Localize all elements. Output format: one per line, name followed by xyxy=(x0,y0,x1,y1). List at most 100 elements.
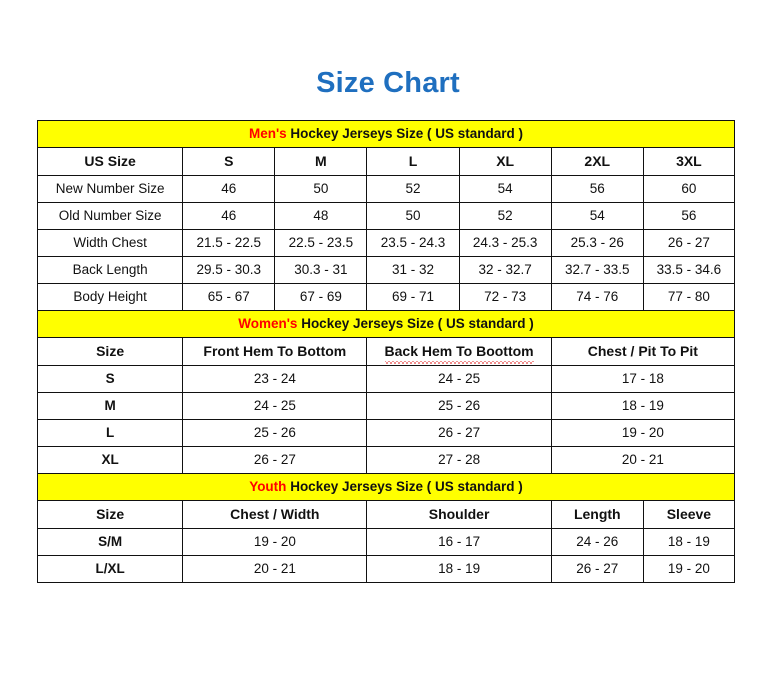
row-label-youth-1: L/XL xyxy=(36,555,184,583)
cell-mens-4-4: 74 - 76 xyxy=(550,283,644,311)
column-header-mens-5: 2XL xyxy=(550,147,644,176)
cell-mens-3-5: 33.5 - 34.6 xyxy=(642,256,736,284)
section-banner-highlight-womens: Women's xyxy=(238,316,298,331)
cell-womens-2-1: 26 - 27 xyxy=(366,419,552,447)
cell-mens-3-2: 31 - 32 xyxy=(366,256,460,284)
cell-youth-0-3: 18 - 19 xyxy=(642,528,736,556)
cell-mens-3-4: 32.7 - 33.5 xyxy=(550,256,644,284)
cell-mens-2-2: 23.5 - 24.3 xyxy=(366,229,460,257)
table-row: L 25 - 26 26 - 27 19 - 20 xyxy=(36,419,736,447)
column-header-row-youth: Size Chest / Width Shoulder Length Sleeve xyxy=(36,500,736,529)
column-header-mens-0: US Size xyxy=(36,147,184,176)
cell-mens-3-0: 29.5 - 30.3 xyxy=(182,256,276,284)
cell-youth-1-1: 18 - 19 xyxy=(366,555,552,583)
cell-mens-2-4: 25.3 - 26 xyxy=(550,229,644,257)
cell-womens-1-1: 25 - 26 xyxy=(366,392,552,420)
section-banner-womens: Women's Hockey Jerseys Size ( US standar… xyxy=(37,310,735,338)
cell-womens-0-2: 17 - 18 xyxy=(550,365,736,393)
row-label-womens-0: S xyxy=(36,365,184,393)
column-header-youth-0: Size xyxy=(36,500,184,529)
cell-mens-2-0: 21.5 - 22.5 xyxy=(182,229,276,257)
table-row: M 24 - 25 25 - 26 18 - 19 xyxy=(36,392,736,420)
table-row: New Number Size 46 50 52 54 56 60 xyxy=(36,175,736,203)
section-banner-text-mens: Hockey Jerseys Size ( US standard ) xyxy=(286,126,524,141)
cell-mens-2-3: 24.3 - 25.3 xyxy=(458,229,552,257)
cell-mens-1-2: 50 xyxy=(366,202,460,230)
column-header-youth-2: Shoulder xyxy=(366,500,552,529)
cell-womens-2-2: 19 - 20 xyxy=(550,419,736,447)
column-header-mens-2: M xyxy=(274,147,368,176)
cell-youth-0-2: 24 - 26 xyxy=(550,528,644,556)
row-label-womens-1: M xyxy=(36,392,184,420)
column-header-youth-3: Length xyxy=(550,500,644,529)
column-header-womens-1: Front Hem To Bottom xyxy=(182,337,368,366)
row-label-womens-2: L xyxy=(36,419,184,447)
table-row: S/M 19 - 20 16 - 17 24 - 26 18 - 19 xyxy=(36,528,736,556)
section-banner-text-youth: Hockey Jerseys Size ( US standard ) xyxy=(286,479,523,494)
row-label-mens-3: Back Length xyxy=(36,256,184,284)
cell-mens-2-1: 22.5 - 23.5 xyxy=(274,229,368,257)
cell-womens-3-0: 26 - 27 xyxy=(182,446,368,474)
row-label-youth-0: S/M xyxy=(36,528,184,556)
cell-mens-3-3: 32 - 32.7 xyxy=(458,256,552,284)
cell-youth-1-0: 20 - 21 xyxy=(182,555,368,583)
section-banner-mens: Men's Hockey Jerseys Size ( US standard … xyxy=(37,120,735,148)
cell-womens-0-1: 24 - 25 xyxy=(366,365,552,393)
column-header-mens-1: S xyxy=(182,147,276,176)
section-banner-row-youth: Youth Hockey Jerseys Size ( US standard … xyxy=(37,473,735,501)
size-chart-table: Men's Hockey Jerseys Size ( US standard … xyxy=(36,120,736,583)
cell-mens-0-1: 50 xyxy=(274,175,368,203)
cell-womens-1-0: 24 - 25 xyxy=(182,392,368,420)
table-row: S 23 - 24 24 - 25 17 - 18 xyxy=(36,365,736,393)
row-label-mens-0: New Number Size xyxy=(36,175,184,203)
size-chart-table-wrapper: Men's Hockey Jerseys Size ( US standard … xyxy=(36,120,736,583)
cell-youth-0-0: 19 - 20 xyxy=(182,528,368,556)
section-banner-row-mens: Men's Hockey Jerseys Size ( US standard … xyxy=(37,120,735,148)
cell-mens-0-4: 56 xyxy=(550,175,644,203)
row-label-mens-2: Width Chest xyxy=(36,229,184,257)
cell-youth-0-1: 16 - 17 xyxy=(366,528,552,556)
table-row: Body Height 65 - 67 67 - 69 69 - 71 72 - 73 7… xyxy=(36,283,736,311)
row-label-mens-1: Old Number Size xyxy=(36,202,184,230)
column-header-row-mens: US Size S M L XL 2XL 3XL xyxy=(36,147,736,176)
table-row: Back Length 29.5 - 30.3 30.3 - 31 31 - 32 32… xyxy=(36,256,736,284)
cell-mens-4-3: 72 - 73 xyxy=(458,283,552,311)
table-row: Width Chest 21.5 - 22.5 22.5 - 23.5 23.5 - … xyxy=(36,229,736,257)
misspelled-word: Back Hem To Boottom xyxy=(384,339,534,365)
cell-mens-1-0: 46 xyxy=(182,202,276,230)
cell-womens-1-2: 18 - 19 xyxy=(550,392,736,420)
cell-mens-0-2: 52 xyxy=(366,175,460,203)
cell-mens-0-3: 54 xyxy=(458,175,552,203)
cell-mens-1-1: 48 xyxy=(274,202,368,230)
cell-mens-0-0: 46 xyxy=(182,175,276,203)
column-header-mens-3: L xyxy=(366,147,460,176)
section-banner-highlight-youth: Youth xyxy=(249,479,287,494)
section-banner-text-womens: Hockey Jerseys Size ( US standard ) xyxy=(297,316,534,331)
column-header-womens-0: Size xyxy=(36,337,184,366)
column-header-youth-1: Chest / Width xyxy=(182,500,368,529)
section-banner-youth: Youth Hockey Jerseys Size ( US standard … xyxy=(37,473,735,501)
column-header-mens-4: XL xyxy=(458,147,552,176)
size-chart-body: Men's Hockey Jerseys Size ( US standard … xyxy=(36,120,736,583)
table-row: L/XL 20 - 21 18 - 19 26 - 27 19 - 20 xyxy=(36,555,736,583)
table-row: XL 26 - 27 27 - 28 20 - 21 xyxy=(36,446,736,474)
column-header-youth-4: Sleeve xyxy=(642,500,736,529)
section-banner-row-womens: Women's Hockey Jerseys Size ( US standar… xyxy=(37,310,735,338)
cell-womens-3-1: 27 - 28 xyxy=(366,446,552,474)
row-label-womens-3: XL xyxy=(36,446,184,474)
column-header-womens-2: Back Hem To Boottom xyxy=(366,337,552,366)
section-banner-highlight-mens: Men's xyxy=(248,126,287,141)
cell-mens-4-5: 77 - 80 xyxy=(642,283,736,311)
cell-womens-3-2: 20 - 21 xyxy=(550,446,736,474)
cell-mens-1-4: 54 xyxy=(550,202,644,230)
cell-youth-1-2: 26 - 27 xyxy=(550,555,644,583)
page-title: Size Chart xyxy=(316,67,460,99)
table-row: Old Number Size 46 48 50 52 54 56 xyxy=(36,202,736,230)
cell-mens-3-1: 30.3 - 31 xyxy=(274,256,368,284)
row-label-mens-4: Body Height xyxy=(36,283,184,311)
cell-mens-4-2: 69 - 71 xyxy=(366,283,460,311)
cell-mens-4-1: 67 - 69 xyxy=(274,283,368,311)
cell-mens-0-5: 60 xyxy=(642,175,736,203)
cell-womens-0-0: 23 - 24 xyxy=(182,365,368,393)
